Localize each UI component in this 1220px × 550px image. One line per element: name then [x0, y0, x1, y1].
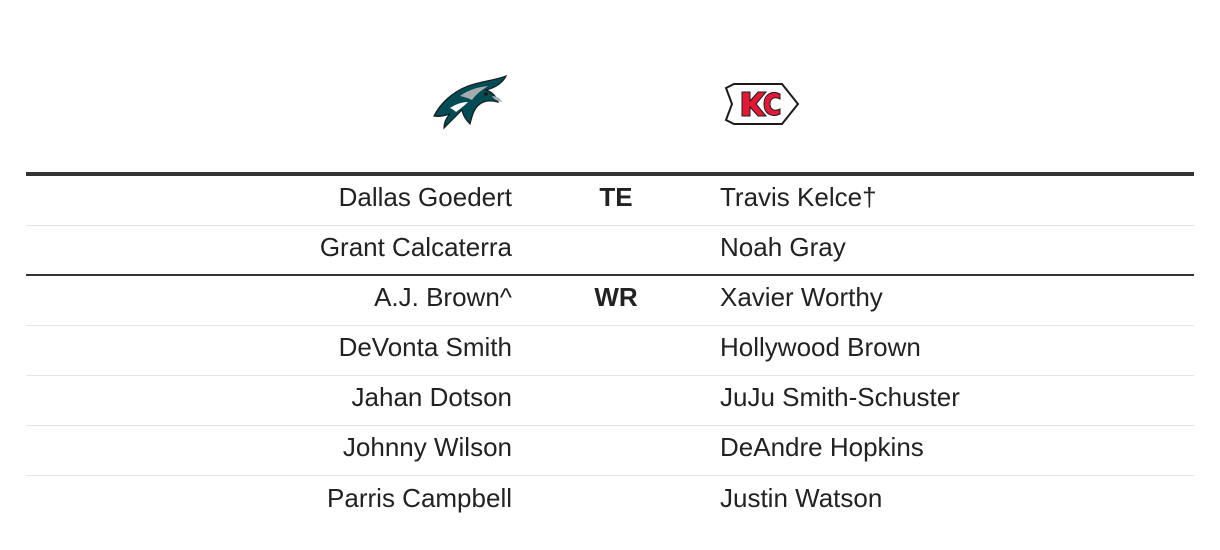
table-row: Johnny Wilson DeAndre Hopkins — [26, 426, 1194, 476]
right-player-cell: Justin Watson — [720, 482, 883, 513]
table-row: Dallas Goedert TE Travis Kelce† — [26, 176, 1194, 226]
position-label — [566, 326, 666, 375]
position-label: WR — [594, 282, 638, 312]
position-label — [566, 476, 666, 526]
left-player-cell: Parris Campbell — [327, 482, 512, 513]
table-row: Parris Campbell Justin Watson — [26, 476, 1194, 526]
right-player-cell: Hollywood Brown — [720, 332, 921, 362]
left-player-cell: Grant Calcaterra — [319, 231, 512, 262]
left-player-cell: DeVonta Smith — [338, 332, 512, 362]
table-row: A.J. Brown^ WR Xavier Worthy — [26, 276, 1194, 326]
eagles-logo-icon — [433, 74, 508, 130]
position-label: TE — [599, 182, 633, 212]
right-player-cell: DeAndre Hopkins — [720, 432, 924, 462]
position-label — [566, 226, 666, 274]
team-logo-header — [26, 0, 1194, 172]
depth-chart-table: Dallas Goedert TE Travis Kelce† Grant Ca… — [26, 172, 1194, 526]
table-row: Jahan Dotson JuJu Smith-Schuster — [26, 376, 1194, 426]
position-label — [566, 376, 666, 425]
chiefs-logo-icon — [724, 83, 800, 125]
table-row: DeVonta Smith Hollywood Brown — [26, 326, 1194, 376]
table-row: Grant Calcaterra Noah Gray — [26, 226, 1194, 276]
left-player-cell: Jahan Dotson — [351, 382, 512, 412]
right-player-cell: Travis Kelce† — [720, 182, 877, 212]
right-player-cell: Xavier Worthy — [720, 282, 883, 312]
left-player-cell: Dallas Goedert — [338, 182, 512, 212]
right-player-cell: JuJu Smith-Schuster — [720, 382, 960, 412]
right-player-cell: Noah Gray — [720, 231, 846, 262]
left-player-cell: A.J. Brown^ — [374, 282, 512, 312]
left-player-cell: Johnny Wilson — [342, 432, 512, 462]
position-label — [566, 426, 666, 475]
